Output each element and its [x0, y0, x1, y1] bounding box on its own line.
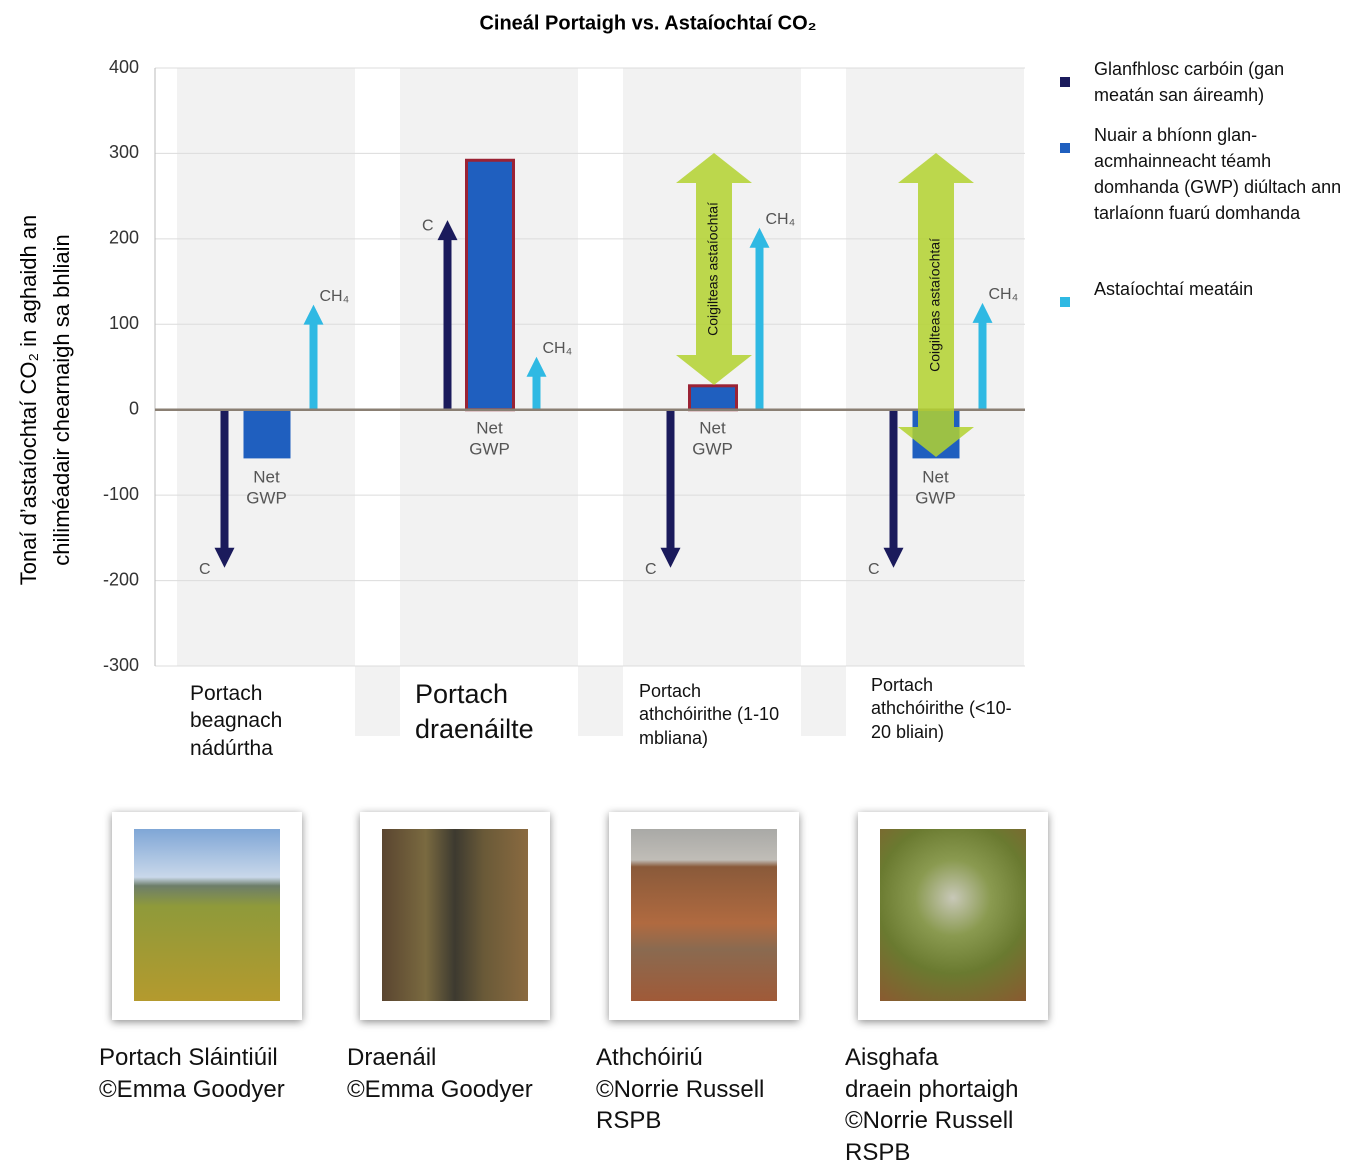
gap-band [355, 666, 400, 736]
y-tick-label: 400 [109, 57, 139, 77]
arrow-label: CH₄ [543, 340, 573, 357]
arrow [883, 409, 904, 568]
photo-frame [858, 812, 1048, 1020]
photo-frame [360, 812, 550, 1020]
bar-label: Net GWP [246, 468, 287, 508]
arrow [972, 302, 993, 410]
y-tick-label: -200 [103, 569, 139, 589]
savings-label: Coigilteas astaíochtaí [705, 202, 721, 336]
y-tick-label: -300 [103, 655, 139, 675]
savings-arrow [898, 153, 974, 457]
photo [880, 829, 1026, 1001]
photo-frame [609, 812, 799, 1020]
legend-marker [1060, 143, 1070, 153]
chart: Cineál Portaigh vs. Astaíochtaí CO₂ Tona… [16, 12, 1025, 736]
caption-line: ©Emma Goodyer [99, 1075, 285, 1103]
arrow [303, 304, 324, 410]
photo-frame [112, 812, 302, 1020]
caption-line: Athchóiriú [596, 1044, 703, 1071]
savings-label: Coigilteas astaíochtaí [927, 238, 943, 372]
caption-line: ©Norrie Russell [596, 1075, 765, 1103]
y-tick-label: 100 [109, 313, 139, 333]
photo [631, 829, 777, 1001]
bar-label: Net GWP [915, 468, 956, 508]
bar-label: Net GWP [692, 419, 733, 459]
category-band [177, 68, 355, 666]
bar-label: Net GWP [469, 419, 510, 459]
legend-marker [1060, 297, 1070, 307]
y-axis-label: Tonaí d’astaíochtaí CO₂ in aghaidh an [16, 215, 41, 586]
photo-caption: Portach Sláintiúil ©Emma Goodyer [99, 1042, 285, 1105]
y-axis-label: chiliméadair chearnaigh sa bhliain [49, 234, 74, 565]
gap-band [801, 666, 846, 736]
caption-line: Draenáil [347, 1044, 437, 1071]
bar [243, 409, 291, 459]
legend-label: Glanfhlosc carbóin (gan meatán san áirea… [1094, 59, 1285, 106]
arrow-label: CH₄ [320, 288, 350, 305]
arrow [660, 409, 681, 568]
photo-caption: Athchóiriú ©Norrie Russell RSPB [596, 1042, 764, 1137]
arrow [214, 409, 235, 568]
arrow [749, 227, 770, 410]
arrow-label: C [199, 561, 211, 578]
y-tick-label: 0 [129, 398, 139, 418]
arrow-label: C [868, 561, 880, 578]
photo [134, 829, 280, 1001]
savings-arrow [676, 153, 752, 385]
photo [382, 829, 528, 1001]
x-tick-label: Portach beagnach nádúrtha [190, 682, 283, 760]
y-tick-label: 200 [109, 228, 139, 248]
arrow-label: CH₄ [989, 286, 1019, 303]
photo-caption: Aisghafa draein phortaigh ©Norrie Russell R… [845, 1042, 1018, 1160]
arrow-label: C [645, 561, 657, 578]
x-tick-label: Portach athchóirithe (<10-20 bliain) [871, 675, 1012, 742]
arrow [526, 356, 547, 410]
legend-label: Astaíochtaí meatáin [1094, 279, 1254, 299]
caption-line: Aisghafa [845, 1044, 939, 1071]
arrow-label: C [422, 217, 434, 234]
arrow-label: CH₄ [766, 211, 796, 228]
caption-line: ©Emma Goodyer [347, 1075, 533, 1103]
y-tick-label: 300 [109, 142, 139, 162]
y-tick-label: -100 [103, 484, 139, 504]
x-tick-label: Portach athchóirithe (1-10 mbliana) [639, 681, 780, 748]
x-tick-label: Portach draenáilte [415, 679, 534, 745]
caption-line: draein phortaigh [845, 1075, 1019, 1103]
photo-caption: Draenáil ©Emma Goodyer [347, 1042, 533, 1105]
arrow [437, 220, 458, 410]
caption-line: Portach Sláintiúil [99, 1044, 278, 1071]
bar [688, 384, 738, 412]
bar [465, 158, 515, 412]
chart-title: Cineál Portaigh vs. Astaíochtaí CO₂ [479, 12, 816, 34]
caption-line: RSPB [596, 1107, 662, 1135]
caption-line: RSPB [845, 1139, 911, 1160]
gap-band [578, 666, 623, 736]
caption-line: ©Norrie Russell [845, 1107, 1014, 1135]
legend-label: Nuair a bhíonn glan-acmhainneacht téamh … [1094, 125, 1342, 224]
legend-marker [1060, 77, 1070, 87]
